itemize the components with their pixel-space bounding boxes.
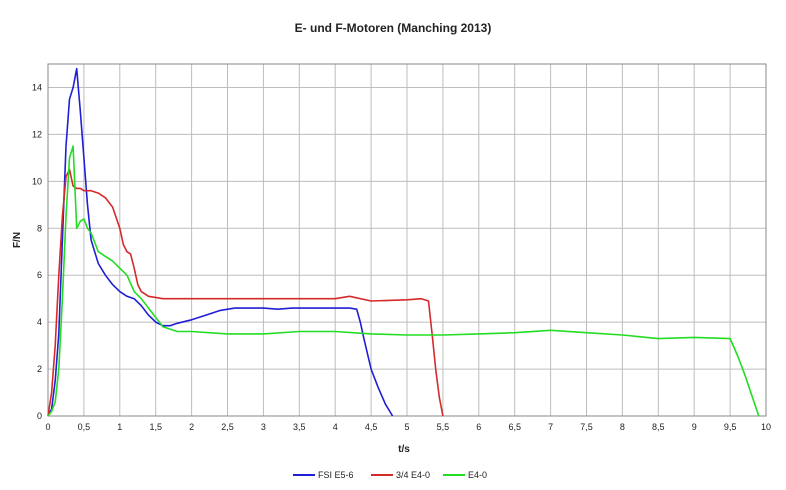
x-tick-label: 8,5: [652, 422, 665, 432]
x-tick-label: 2,5: [221, 422, 234, 432]
y-tick-label: 0: [37, 411, 42, 421]
x-tick-label: 9,5: [724, 422, 737, 432]
y-tick-label: 8: [37, 223, 42, 233]
x-tick-label: 9: [692, 422, 697, 432]
x-tick-label: 5: [404, 422, 409, 432]
legend: FSI E5-6 3/4 E4-0 E4-0: [293, 470, 487, 480]
x-tick-label: 4,5: [365, 422, 378, 432]
series-line-3: [47, 145, 760, 417]
series-lines: [47, 67, 760, 417]
x-tick-label: 1,5: [149, 422, 162, 432]
x-tick-label: 8: [620, 422, 625, 432]
y-tick-label: 4: [37, 317, 42, 327]
x-tick-label: 5,5: [437, 422, 450, 432]
x-axis-label: t/s: [398, 444, 410, 455]
plot-frame: [47, 63, 767, 417]
legend-label: 3/4 E4-0: [396, 470, 430, 480]
series-line-1: [47, 67, 394, 417]
y-tick-label: 14: [32, 82, 42, 92]
x-tick-label: 1: [117, 422, 122, 432]
y-tick-label: 6: [37, 270, 42, 280]
x-tick-label: 2: [189, 422, 194, 432]
x-tick-label: 4: [333, 422, 338, 432]
x-tick-label: 0,5: [78, 422, 91, 432]
y-tick-label: 10: [32, 176, 42, 186]
x-tick-label: 7,5: [580, 422, 593, 432]
x-tick-label: 0: [45, 422, 50, 432]
tick-labels: 0 0,5 1 1,5 2 2,5 3 3,5 4 4,5 5 5,5 6 6,5 7 7,5 8 8,5 9 9,5…: [32, 82, 771, 432]
x-tick-label: 7: [548, 422, 553, 432]
x-tick-label: 6: [476, 422, 481, 432]
x-tick-label: 3: [261, 422, 266, 432]
y-tick-label: 2: [37, 364, 42, 374]
legend-label: FSI E5-6: [318, 470, 354, 480]
x-tick-label: 3,5: [293, 422, 306, 432]
y-axis-label: F/N: [12, 232, 23, 248]
x-tick-label: 6,5: [508, 422, 521, 432]
chart-title: E- und F-Motoren (Manching 2013): [295, 21, 492, 35]
legend-label: E4-0: [468, 470, 487, 480]
grid: [47, 64, 767, 417]
y-tick-label: 12: [32, 129, 42, 139]
x-tick-label: 10: [761, 422, 771, 432]
series-line-2: [47, 168, 444, 417]
